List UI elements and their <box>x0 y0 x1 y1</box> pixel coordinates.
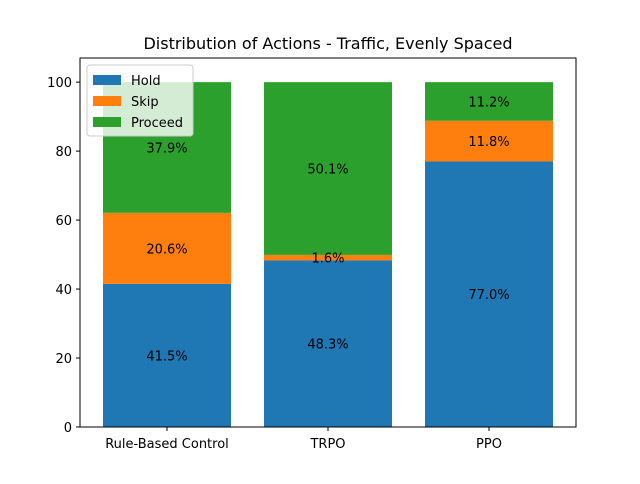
bar-segment-hold <box>425 161 553 427</box>
legend-label-skip: Skip <box>131 95 159 110</box>
legend-swatch-proceed <box>93 117 121 127</box>
data-label-hold: 41.5% <box>146 349 187 364</box>
legend-swatch-hold <box>93 75 121 85</box>
legend: Hold Skip Proceed <box>86 64 194 137</box>
x-tick-label: PPO <box>476 437 502 452</box>
axes-layer: 0 20 40 60 80 100 Rule-Based Control TRPO PPO <box>47 57 577 452</box>
x-tick-label: Rule-Based Control <box>105 437 229 452</box>
y-tick-label: 60 <box>55 214 72 229</box>
bar-segment-hold <box>103 283 231 427</box>
bar-segment-proceed <box>264 82 392 255</box>
y-tick-label: 40 <box>55 283 72 298</box>
bars-layer <box>103 82 553 427</box>
x-tick-label: TRPO <box>309 437 345 452</box>
data-label-proceed: 11.2% <box>468 95 509 110</box>
chart-title: Distribution of Actions - Traffic, Evenl… <box>143 34 512 53</box>
y-tick-label: 80 <box>55 145 72 160</box>
data-label-skip: 20.6% <box>146 242 187 257</box>
bar-segment-hold <box>264 260 392 427</box>
data-label-skip: 11.8% <box>468 135 509 150</box>
data-label-proceed: 50.1% <box>307 163 348 178</box>
data-label-hold: 77.0% <box>468 288 509 303</box>
bar-segment-proceed <box>425 82 553 121</box>
data-label-hold: 48.3% <box>307 338 348 353</box>
y-tick-label: 20 <box>55 352 72 367</box>
legend-label-proceed: Proceed <box>131 116 183 131</box>
legend-swatch-skip <box>93 96 121 106</box>
bar-segment-skip <box>264 254 392 261</box>
y-tick-label: 100 <box>47 76 72 91</box>
data-label-proceed: 37.9% <box>146 141 187 156</box>
data-label-skip: 1.6% <box>311 252 344 267</box>
bar-segment-skip <box>103 212 231 284</box>
legend-label-hold: Hold <box>131 74 161 89</box>
y-tick-label: 0 <box>64 421 72 436</box>
data-labels-layer: 41.5% 20.6% 37.9% 48.3% 1.6% 50.1% 77.0% 11.8% 1… <box>146 95 509 364</box>
bar-segment-skip <box>425 120 553 162</box>
